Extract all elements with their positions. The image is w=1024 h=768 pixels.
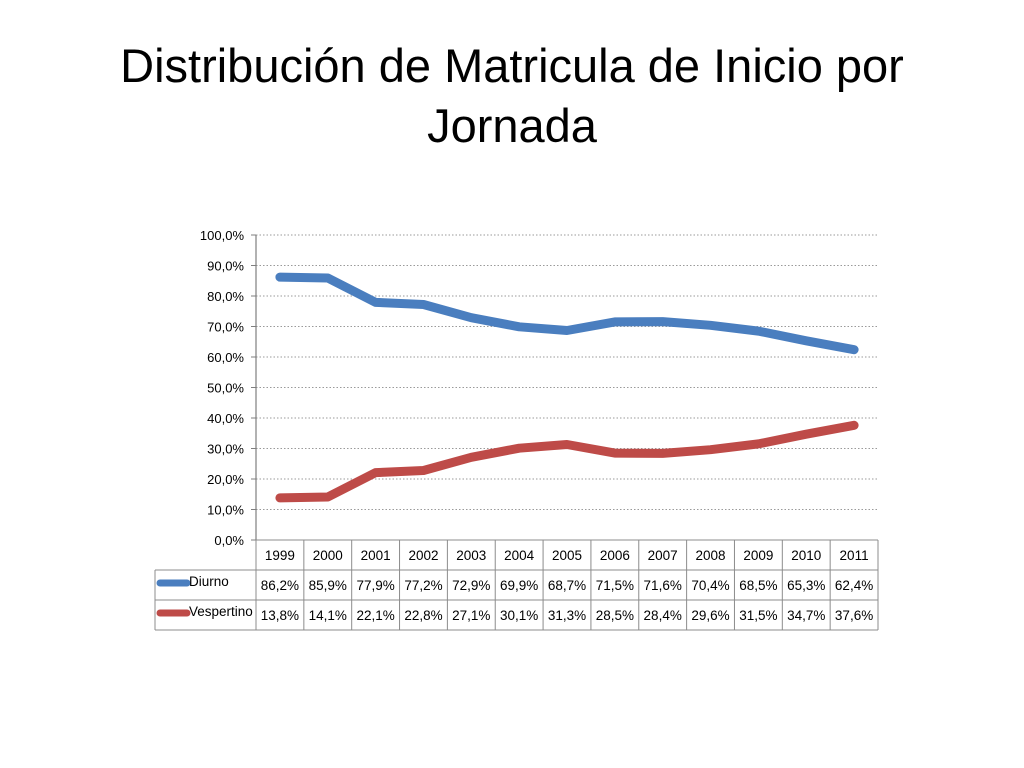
series-name: Vespertino xyxy=(189,604,253,619)
slide-title: Distribución de Matricula de Inicio por … xyxy=(120,39,904,152)
data-point xyxy=(853,424,855,426)
data-point xyxy=(566,444,568,446)
data-label: 85,9% xyxy=(309,578,347,593)
data-point xyxy=(805,340,807,342)
y-tick-label: 20,0% xyxy=(207,472,244,487)
y-tick-label: 0,0% xyxy=(214,533,244,548)
data-point xyxy=(422,304,424,306)
data-point xyxy=(853,349,855,351)
data-label: 29,6% xyxy=(691,608,729,623)
data-point xyxy=(518,326,520,328)
y-tick-label: 90,0% xyxy=(207,259,244,274)
data-point xyxy=(279,497,281,499)
category-label: 2006 xyxy=(600,548,630,563)
category-label: 2000 xyxy=(313,548,343,563)
data-point xyxy=(805,433,807,435)
gridlines xyxy=(256,234,878,510)
data-label: 31,5% xyxy=(739,608,777,623)
series-lines xyxy=(275,272,859,503)
data-label: 86,2% xyxy=(261,578,299,593)
data-label: 28,5% xyxy=(596,608,634,623)
data-point xyxy=(614,452,616,454)
data-label: 28,4% xyxy=(644,608,682,623)
category-label: 2005 xyxy=(552,548,582,563)
data-label: 13,8% xyxy=(261,608,299,623)
data-point xyxy=(279,276,281,278)
data-label: 71,6% xyxy=(644,578,682,593)
data-point xyxy=(327,277,329,279)
data-label: 14,1% xyxy=(309,608,347,623)
y-tick-label: 60,0% xyxy=(207,350,244,365)
data-point xyxy=(375,301,377,303)
data-label: 68,5% xyxy=(739,578,777,593)
data-label: 31,3% xyxy=(548,608,586,623)
data-label: 34,7% xyxy=(787,608,825,623)
series-line-diurno xyxy=(275,272,859,355)
data-point xyxy=(757,330,759,332)
data-label: 22,8% xyxy=(404,608,442,623)
data-label: 71,5% xyxy=(596,578,634,593)
data-point xyxy=(662,452,664,454)
data-point xyxy=(375,472,377,474)
data-label: 27,1% xyxy=(452,608,490,623)
data-label: 77,9% xyxy=(356,578,394,593)
data-point xyxy=(518,447,520,449)
axes: 0,0% 10,0% 20,0% 30,0% 40,0% 50,0% 60,0% 70,0% 8… xyxy=(200,228,257,548)
series-line-vespertino xyxy=(275,420,859,503)
category-label: 2008 xyxy=(696,548,726,563)
data-label: 65,3% xyxy=(787,578,825,593)
data-point xyxy=(662,321,664,323)
y-tick-label: 40,0% xyxy=(207,411,244,426)
data-label: 62,4% xyxy=(835,578,873,593)
category-label: 1999 xyxy=(265,548,295,563)
category-label: 2007 xyxy=(648,548,678,563)
data-point xyxy=(422,469,424,471)
data-point xyxy=(470,456,472,458)
data-label: 22,1% xyxy=(356,608,394,623)
y-tick-label: 80,0% xyxy=(207,289,244,304)
y-tick-label: 70,0% xyxy=(207,320,244,335)
data-label: 68,7% xyxy=(548,578,586,593)
data-label: 72,9% xyxy=(452,578,490,593)
data-point xyxy=(710,324,712,326)
y-tick-label: 30,0% xyxy=(207,442,244,457)
data-point xyxy=(566,329,568,331)
category-label: 2004 xyxy=(504,548,535,563)
category-label: 2010 xyxy=(791,548,821,563)
category-label: 2011 xyxy=(840,548,869,563)
category-label: 2003 xyxy=(456,548,486,563)
y-tick-label: 50,0% xyxy=(207,381,244,396)
data-point xyxy=(327,496,329,498)
data-point xyxy=(614,321,616,323)
y-tick-label: 100,0% xyxy=(200,228,245,243)
data-label: 37,6% xyxy=(835,608,873,623)
category-label: 2002 xyxy=(408,548,438,563)
data-point xyxy=(710,449,712,451)
y-tick-label: 10,0% xyxy=(207,503,244,518)
data-point xyxy=(757,443,759,445)
data-label: 77,2% xyxy=(404,578,442,593)
series-name: Diurno xyxy=(189,574,229,589)
data-label: 69,9% xyxy=(500,578,538,593)
data-label: 70,4% xyxy=(691,578,729,593)
category-label: 2009 xyxy=(743,548,773,563)
category-label: 2001 xyxy=(361,548,391,563)
data-table: 1999 2000 2001 2002 2003 2004 2005 2006 2007 2008… xyxy=(154,539,879,631)
data-label: 30,1% xyxy=(500,608,538,623)
data-point xyxy=(470,317,472,319)
